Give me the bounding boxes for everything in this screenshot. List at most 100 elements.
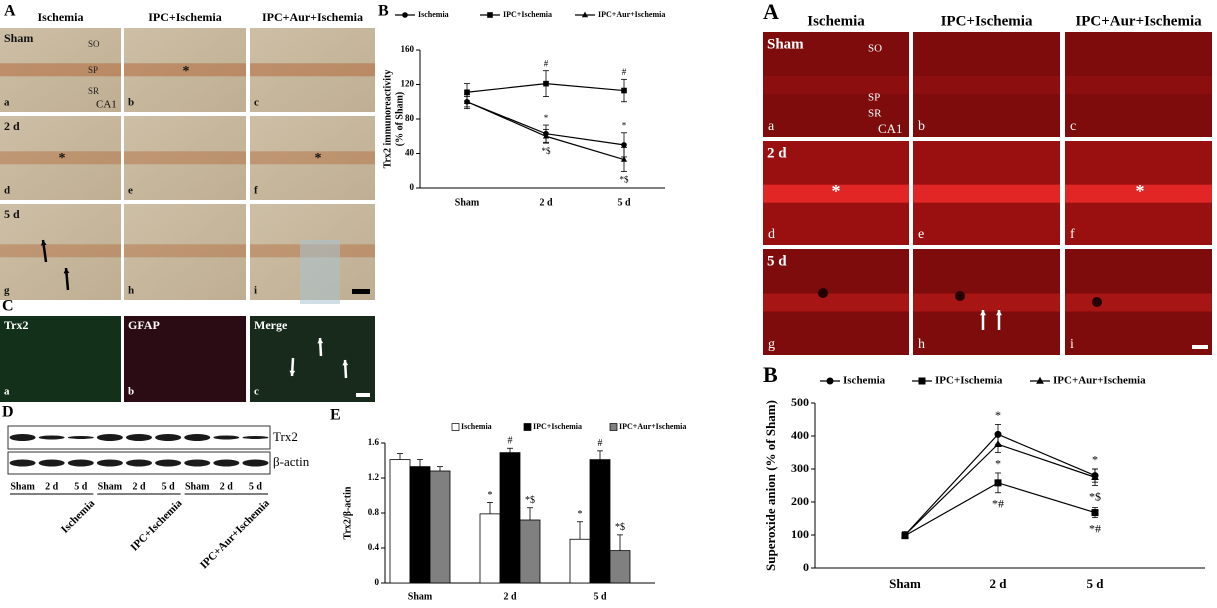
significance-note: * — [1092, 452, 1098, 466]
legend-label: IPC+Ischemia — [935, 375, 1003, 387]
channel-label: Merge — [254, 318, 288, 332]
legend-marker — [581, 11, 589, 18]
significance-note: *$ — [1089, 489, 1101, 503]
x-tick-label: Sham — [408, 591, 433, 602]
y-tick-label: 160 — [401, 44, 415, 54]
layer-label: SO — [868, 43, 882, 55]
lane-label: Sham — [98, 481, 123, 492]
y-tick-label: 0.4 — [368, 542, 380, 552]
bar — [569, 538, 591, 584]
band — [9, 459, 36, 467]
x-tick-label: 2 d — [503, 591, 517, 602]
panel-letter: b — [128, 97, 134, 109]
bar — [429, 470, 451, 584]
cell-layer — [1065, 76, 1212, 95]
cell-layer — [250, 151, 375, 165]
y-tick-label: 0.8 — [368, 507, 380, 517]
micrograph — [0, 116, 121, 200]
significance-note: # — [598, 438, 603, 449]
y-tick-label: 100 — [791, 527, 809, 541]
marker — [994, 479, 1002, 487]
panel-letter: c — [254, 386, 259, 398]
channel-label: Trx2 — [4, 318, 28, 332]
panel-letter: h — [128, 285, 134, 297]
panel-letter: f — [254, 185, 258, 197]
layer-label: SO — [88, 39, 100, 49]
y-tick-label: 1.6 — [368, 437, 380, 447]
column-header: IPC+Ischemia — [941, 13, 1033, 29]
bar — [479, 513, 501, 584]
cell-layer — [0, 63, 121, 77]
y-tick-label: 200 — [791, 494, 809, 508]
legend-marker — [826, 377, 834, 385]
marker — [621, 142, 627, 148]
significance-note: # — [508, 436, 513, 447]
micrograph — [0, 316, 121, 402]
arrow-head — [40, 240, 47, 246]
panel-label: C — [2, 298, 14, 315]
cell-layer — [124, 63, 246, 77]
marker — [1091, 473, 1099, 481]
lane-label: 5 d — [162, 481, 176, 492]
panel-label: B — [378, 3, 389, 20]
micrograph — [124, 316, 246, 402]
panel-letter: a — [4, 97, 10, 109]
marker — [543, 80, 549, 87]
marker — [463, 98, 471, 104]
lane-label: Sham — [10, 481, 35, 492]
bar — [389, 459, 411, 584]
arrow-head — [317, 338, 324, 344]
lane-label: 2 d — [220, 481, 234, 492]
panel-letter: d — [4, 185, 10, 197]
panel-letter: i — [254, 285, 257, 297]
bar — [609, 550, 631, 584]
panel-letter: c — [254, 97, 259, 109]
panel-letter: b — [128, 386, 134, 398]
legend-label: Ischemia — [843, 375, 886, 387]
panel-label: B — [763, 362, 778, 387]
band — [213, 435, 240, 440]
significance-note: * — [622, 121, 627, 131]
panel-letter: g — [768, 337, 775, 352]
band — [9, 434, 36, 441]
x-tick-label: Sham — [455, 197, 480, 208]
significance-note: *$ — [615, 522, 625, 533]
micrograph — [913, 32, 1060, 137]
legend-label: IPC+Aur+Ischemia — [1053, 375, 1146, 387]
bar — [589, 459, 611, 584]
significance-note: * — [578, 509, 583, 520]
asterisk: * — [315, 151, 322, 166]
significance-note: *$ — [620, 175, 630, 185]
y-tick-label: 0 — [803, 560, 809, 574]
row-label: Sham — [4, 31, 33, 45]
band — [126, 459, 152, 467]
significance-note: * — [488, 490, 493, 501]
y-axis-label: (% of Sham) — [394, 92, 405, 146]
y-tick-label: 500 — [791, 395, 809, 409]
y-tick-label: 80 — [405, 113, 415, 123]
arrow-head — [342, 360, 349, 366]
panel-letter: e — [128, 185, 133, 197]
scale-bar — [1192, 345, 1208, 349]
row-label: 2 d — [767, 145, 787, 161]
panel-label: D — [2, 404, 14, 421]
cell-layer — [913, 76, 1060, 95]
cell-layer — [0, 244, 121, 258]
significance-note: * — [995, 408, 1001, 422]
panel-label: A — [4, 3, 16, 20]
row-label: Sham — [767, 36, 804, 52]
legend-marker — [487, 12, 493, 18]
panel-letter: h — [918, 337, 925, 352]
dark-spot — [955, 291, 965, 301]
marker — [1091, 509, 1099, 517]
y-tick-label: 400 — [791, 428, 809, 442]
legend-label: Ischemia — [418, 10, 449, 19]
arrow-head — [289, 370, 296, 376]
band — [96, 434, 123, 441]
band-label: Trx2 — [273, 429, 298, 444]
arrow-head — [63, 268, 70, 274]
band — [96, 459, 123, 467]
band-label: β-actin — [273, 454, 310, 469]
asterisk: * — [832, 181, 841, 201]
